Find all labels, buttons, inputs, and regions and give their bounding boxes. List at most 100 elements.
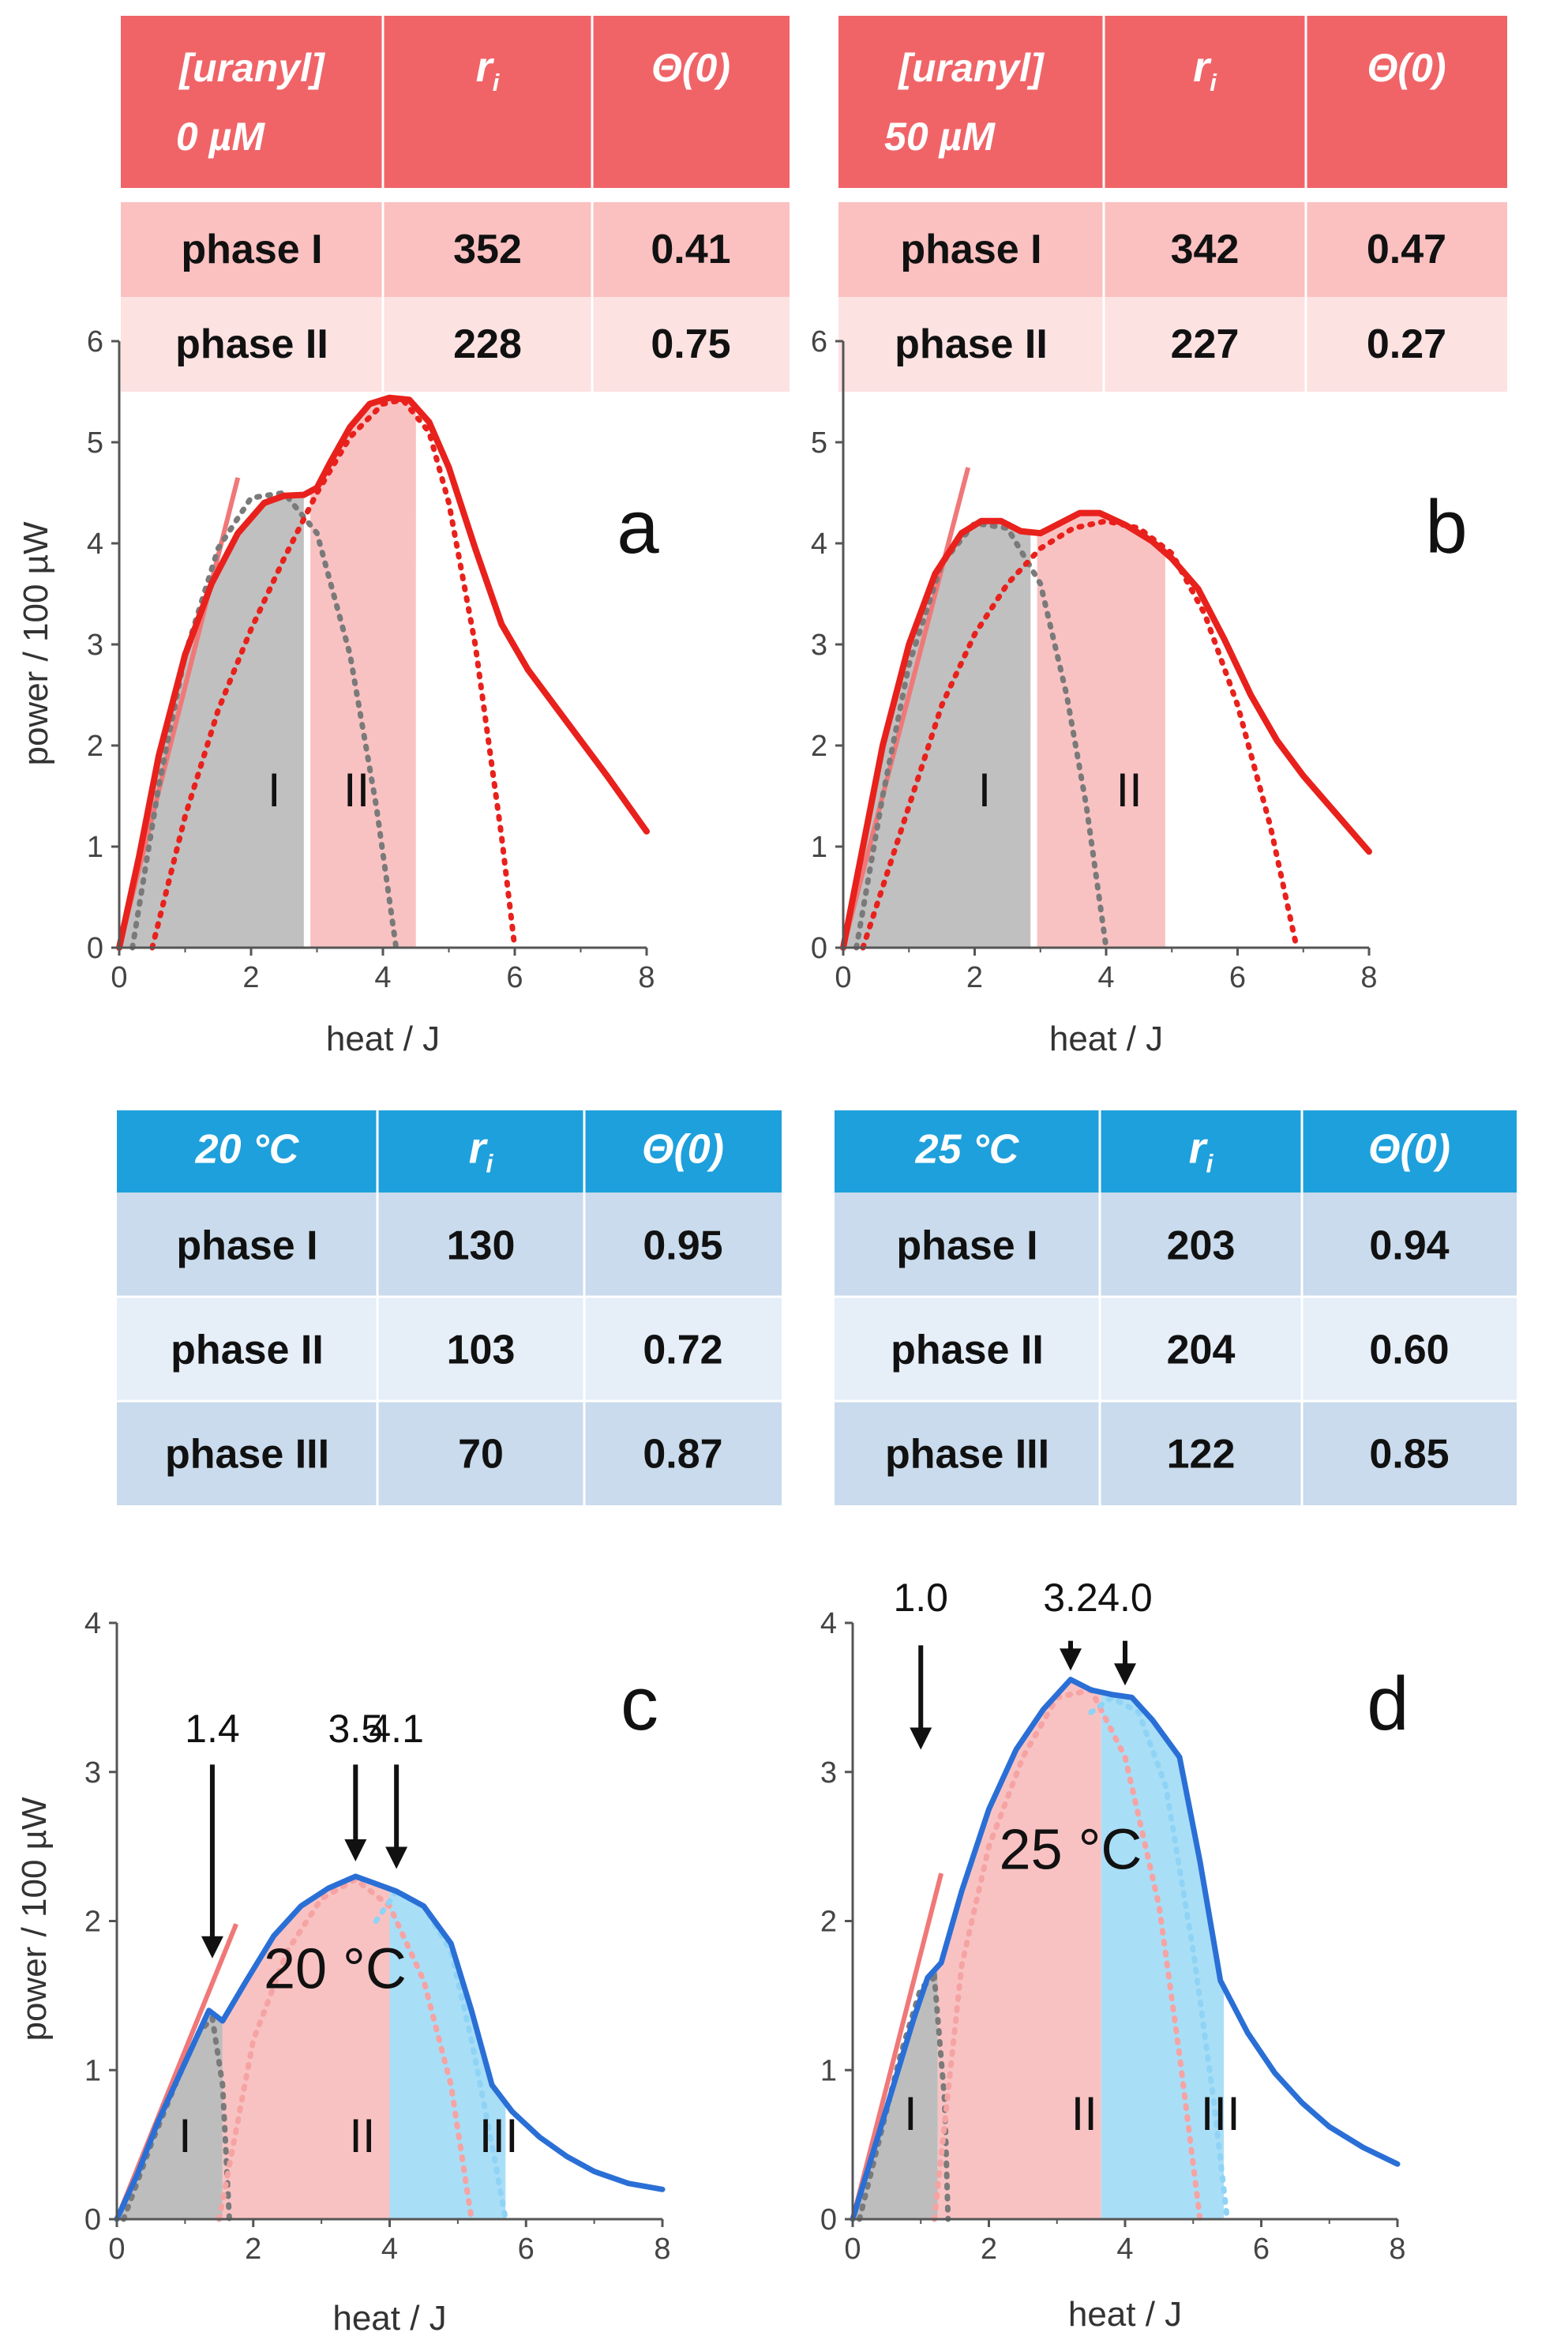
- table-header-cell: Θ(0): [651, 46, 730, 90]
- arrow-head: [910, 1727, 932, 1750]
- x-tick-label: 8: [654, 2233, 670, 2266]
- panel-letter: a: [617, 485, 659, 569]
- y-tick-label: 4: [820, 1607, 837, 1640]
- phase-area-I: [843, 520, 1031, 948]
- table-header-cell: ri: [1189, 1123, 1214, 1178]
- fit-curve-phase-III-fit: [1088, 1694, 1230, 2222]
- phase-label-II: II: [349, 2109, 375, 2162]
- table-cell: phase III: [885, 1431, 1049, 1477]
- table-row-bg: [117, 1193, 782, 1297]
- x-tick-label: 4: [381, 2233, 398, 2266]
- x-tick-label: 6: [506, 961, 523, 994]
- x-tick-label: 0: [835, 961, 851, 994]
- annotation-arrow: 3.2: [1043, 1576, 1098, 1671]
- table-cell: phase III: [165, 1431, 329, 1477]
- arrow-head: [201, 1936, 223, 1959]
- y-axis-title: power / 100 µW: [15, 1797, 54, 2041]
- y-tick-label: 5: [811, 426, 827, 460]
- table-1: [uranyl] 0 µM ri Θ(0) phase I 352 0.41 phase II…: [121, 16, 790, 392]
- table-header-bg: [121, 16, 790, 188]
- y-tick-label: 6: [811, 325, 827, 359]
- y-tick-label: 0: [811, 932, 827, 965]
- fit-curve-phase-I-fit: [857, 1972, 951, 2222]
- arrow-head: [1060, 1648, 1082, 1671]
- table-cell: 204: [1167, 1327, 1236, 1373]
- table-header-bg: [117, 1110, 782, 1193]
- table-row-bg: [838, 202, 1507, 297]
- x-tick-label: 4: [1116, 2233, 1133, 2266]
- table-header-cell: Θ(0): [1368, 1127, 1450, 1173]
- x-tick-label: 2: [245, 2233, 261, 2266]
- y-tick-label: 1: [87, 831, 103, 864]
- table-row-bg: [835, 1297, 1517, 1401]
- phase-area-I: [119, 494, 304, 948]
- x-tick-label: 0: [844, 2233, 861, 2266]
- y-tick-label: 0: [87, 932, 103, 965]
- table-row-bg: [117, 1401, 782, 1505]
- table-cell: 70: [458, 1431, 504, 1477]
- table-header-cell: ri: [476, 43, 501, 96]
- fit-curve-phase-II-fit: [149, 396, 518, 951]
- arrow-label: 4.1: [369, 1707, 424, 1751]
- table-header-cell: 20 °C: [195, 1127, 300, 1173]
- annotation-arrow: 1.4: [185, 1707, 240, 1959]
- table-cell: 130: [447, 1223, 516, 1268]
- table-header-cell: Θ(0): [642, 1127, 724, 1173]
- x-tick-label: 0: [108, 2233, 125, 2266]
- table-cell: phase I: [900, 227, 1041, 272]
- table-cell: 0.75: [651, 321, 730, 367]
- table-3: 20 °C ri Θ(0) phase I 130 0.95 phase II 103 0.72…: [117, 1110, 782, 1505]
- table-header-cell: 0 µM: [176, 115, 266, 159]
- arrow-label: 3.5: [328, 1707, 384, 1751]
- measured-curve: [840, 509, 1372, 951]
- fit-curve-phase-I-fit: [853, 520, 1109, 951]
- x-tick-label: 8: [1389, 2233, 1405, 2266]
- table-header-cell: [uranyl]: [897, 46, 1045, 90]
- arrow-head: [1114, 1663, 1136, 1686]
- initial-slope-line: [841, 467, 971, 948]
- arrow-label: 1.4: [185, 1707, 240, 1751]
- table-header-cell: ri: [1193, 43, 1217, 96]
- measured-curve: [114, 1873, 666, 2222]
- annotation-arrow: 4.1: [369, 1707, 424, 1869]
- y-tick-label: 2: [820, 1906, 837, 1939]
- temperature-label: 25 °C: [1000, 1818, 1142, 1881]
- table-cell: 122: [1167, 1431, 1236, 1477]
- table-cell: phase I: [896, 1223, 1037, 1268]
- x-tick-label: 8: [1360, 961, 1377, 994]
- y-axis-title: power / 100 µW: [17, 521, 55, 766]
- table-header-cell: 50 µM: [884, 115, 996, 159]
- phase-area-III: [389, 1888, 506, 2219]
- phase-label-I: I: [268, 764, 281, 817]
- x-axis-title: heat / J: [332, 2299, 446, 2338]
- phase-label-I: I: [178, 2109, 192, 2162]
- table-header-cell: ri: [469, 1123, 494, 1178]
- table-cell: 0.87: [643, 1431, 722, 1477]
- table-cell: 228: [453, 321, 522, 367]
- arrow-head: [344, 1839, 367, 1861]
- x-tick-label: 2: [966, 961, 983, 994]
- phase-label-I: I: [904, 2087, 917, 2140]
- table-cell: phase II: [895, 321, 1048, 367]
- table-row-bg: [835, 1193, 1517, 1297]
- phase-area-III: [1101, 1692, 1225, 2219]
- table-header-cell: Θ(0): [1367, 46, 1446, 90]
- measured-curve: [116, 394, 650, 951]
- phase-area-II: [310, 397, 416, 948]
- table-cell: 103: [447, 1327, 516, 1373]
- table-cell: 0.94: [1369, 1223, 1449, 1268]
- table-cell: 0.41: [651, 227, 730, 272]
- phase-label-II: II: [1116, 764, 1142, 817]
- x-tick-label: 6: [1229, 961, 1246, 994]
- x-tick-label: 6: [518, 2233, 535, 2266]
- x-axis-title: heat / J: [1068, 2295, 1182, 2334]
- fit-curve-phase-I-fit: [129, 490, 400, 951]
- table-cell: 0.95: [643, 1223, 722, 1268]
- fit-curve-phase-II-fit: [860, 518, 1300, 951]
- y-tick-label: 4: [87, 528, 103, 561]
- y-tick-label: 5: [87, 426, 103, 460]
- measured-curve: [850, 1677, 1401, 2222]
